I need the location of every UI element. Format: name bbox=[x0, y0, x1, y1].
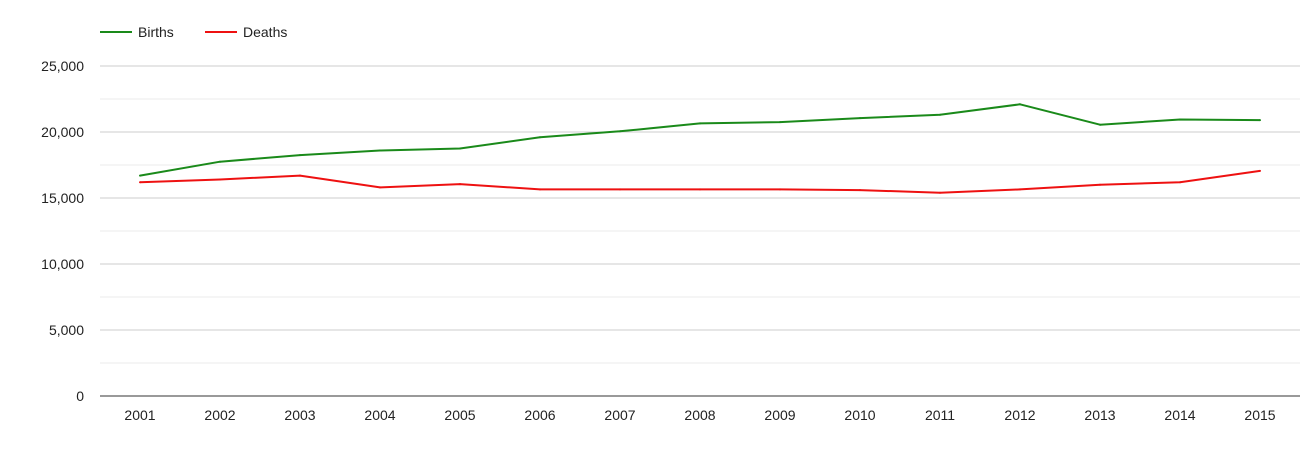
x-tick-label: 2011 bbox=[925, 407, 955, 423]
x-tick-label: 2002 bbox=[204, 407, 235, 423]
data-point-births bbox=[139, 174, 141, 177]
data-point-births bbox=[459, 147, 461, 150]
y-tick-label: 5,000 bbox=[49, 322, 84, 338]
data-point-deaths bbox=[139, 181, 141, 184]
gridlines bbox=[100, 65, 1300, 364]
data-point-deaths bbox=[699, 188, 701, 191]
x-tick-label: 2014 bbox=[1164, 407, 1195, 423]
data-point-births bbox=[379, 149, 381, 152]
y-tick-label: 20,000 bbox=[41, 124, 84, 140]
data-point-births bbox=[1179, 118, 1181, 121]
data-point-deaths bbox=[539, 188, 541, 191]
data-point-births bbox=[1099, 123, 1101, 126]
data-point-deaths bbox=[379, 186, 381, 189]
x-tick-label: 2015 bbox=[1244, 407, 1275, 423]
x-tick-label: 2005 bbox=[444, 407, 475, 423]
y-tick-label: 25,000 bbox=[41, 58, 84, 74]
data-point-births bbox=[1019, 103, 1021, 106]
y-tick-label: 10,000 bbox=[41, 256, 84, 272]
x-tick-label: 2004 bbox=[364, 407, 395, 423]
x-tick-label: 2013 bbox=[1084, 407, 1115, 423]
x-tick-label: 2010 bbox=[844, 407, 875, 423]
legend: Births Deaths bbox=[100, 24, 287, 40]
x-tick-label: 2007 bbox=[604, 407, 635, 423]
series-lines bbox=[139, 103, 1261, 194]
legend-label-births: Births bbox=[138, 24, 174, 40]
data-point-deaths bbox=[1179, 181, 1181, 184]
data-point-births bbox=[299, 154, 301, 157]
x-axis-ticks: 2001 2002 2003 2004 2005 2006 2007 2008 2009 2010… bbox=[124, 407, 1275, 423]
data-point-deaths bbox=[1019, 188, 1021, 191]
data-point-deaths bbox=[939, 191, 941, 194]
x-tick-label: 2008 bbox=[684, 407, 715, 423]
data-point-deaths bbox=[1099, 183, 1101, 186]
data-point-deaths bbox=[619, 188, 621, 191]
y-tick-label: 15,000 bbox=[41, 190, 84, 206]
data-point-births bbox=[219, 160, 221, 163]
data-point-births bbox=[699, 122, 701, 125]
x-tick-label: 2012 bbox=[1004, 407, 1035, 423]
x-tick-label: 2003 bbox=[284, 407, 315, 423]
data-point-births bbox=[779, 121, 781, 124]
x-tick-label: 2009 bbox=[764, 407, 795, 423]
y-axis-ticks: 0 5,000 10,000 15,000 20,000 25,000 bbox=[41, 58, 84, 404]
data-point-births bbox=[539, 136, 541, 139]
data-point-deaths bbox=[859, 189, 861, 192]
data-point-births bbox=[1259, 119, 1261, 122]
y-tick-label: 0 bbox=[76, 388, 84, 404]
data-point-deaths bbox=[219, 178, 221, 181]
data-point-deaths bbox=[299, 174, 301, 177]
data-point-deaths bbox=[779, 188, 781, 191]
data-point-deaths bbox=[459, 183, 461, 186]
x-tick-label: 2001 bbox=[124, 407, 155, 423]
data-point-deaths bbox=[1259, 169, 1261, 172]
data-point-births bbox=[859, 117, 861, 120]
data-point-births bbox=[619, 130, 621, 133]
x-tick-label: 2006 bbox=[524, 407, 555, 423]
legend-label-deaths: Deaths bbox=[243, 24, 287, 40]
data-point-births bbox=[939, 113, 941, 116]
